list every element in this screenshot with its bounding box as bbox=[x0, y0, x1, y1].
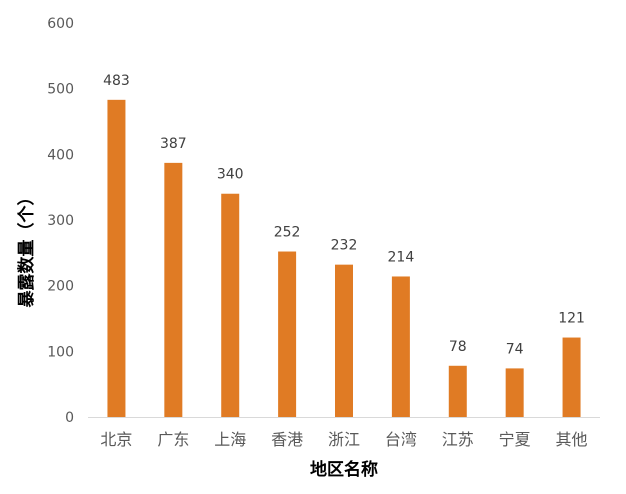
x-tick-label: 其他 bbox=[556, 430, 588, 449]
x-axis-title: 地区名称 bbox=[310, 459, 378, 480]
bar bbox=[221, 193, 240, 417]
data-label: 78 bbox=[449, 339, 467, 355]
bar bbox=[107, 99, 126, 417]
data-label: 387 bbox=[160, 136, 187, 152]
x-tick-label: 北京 bbox=[100, 430, 132, 449]
bar bbox=[448, 365, 467, 417]
data-label: 121 bbox=[558, 311, 585, 327]
x-tick-label: 宁夏 bbox=[499, 430, 531, 449]
y-tick-label: 200 bbox=[47, 279, 74, 295]
y-tick-label: 100 bbox=[47, 344, 74, 360]
y-tick-label: 600 bbox=[47, 16, 74, 32]
bar-series bbox=[107, 99, 581, 417]
x-tick-label: 台湾 bbox=[385, 430, 417, 449]
data-label: 74 bbox=[506, 341, 524, 357]
bar bbox=[391, 276, 410, 417]
bar bbox=[505, 368, 524, 417]
x-tick-label: 浙江 bbox=[328, 430, 360, 449]
y-tick-label: 500 bbox=[47, 82, 74, 98]
data-label: 340 bbox=[217, 167, 244, 183]
data-label: 252 bbox=[274, 225, 301, 241]
bar bbox=[164, 162, 183, 417]
y-axis-ticks: 0 100 200 300 400 500 600 bbox=[47, 16, 74, 426]
bar bbox=[562, 337, 581, 417]
x-tick-label: 江苏 bbox=[442, 430, 474, 449]
x-tick-label: 香港 bbox=[271, 430, 303, 449]
data-label: 214 bbox=[388, 249, 415, 265]
y-tick-label: 300 bbox=[47, 213, 74, 229]
x-tick-label: 广东 bbox=[157, 430, 189, 449]
data-labels: 483 387 340 252 232 214 78 74 121 bbox=[103, 73, 585, 358]
y-tick-label: 400 bbox=[47, 147, 74, 163]
bar bbox=[335, 264, 353, 417]
y-tick-label: 0 bbox=[65, 410, 74, 426]
y-axis-title: 暴露数量（个） bbox=[16, 189, 37, 309]
x-axis-category-labels: 北京 广东 上海 香港 浙江 台湾 江苏 宁夏 其他 bbox=[100, 430, 587, 449]
data-label: 483 bbox=[103, 73, 130, 89]
x-tick-label: 上海 bbox=[214, 430, 246, 449]
bar bbox=[278, 251, 297, 417]
data-label: 232 bbox=[331, 238, 358, 254]
